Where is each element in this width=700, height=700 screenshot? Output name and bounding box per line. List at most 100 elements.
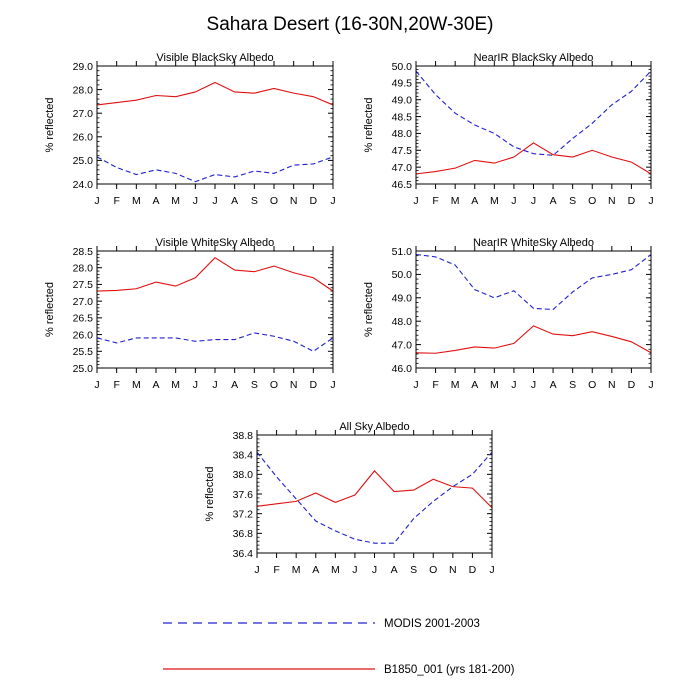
plot-frame bbox=[415, 65, 652, 185]
plot-frame bbox=[256, 434, 493, 554]
chart-panel-4: NearIR WhiteSky Albedo % reflected 46.0 47.… bbox=[363, 237, 654, 391]
x-tick-label: J bbox=[212, 195, 217, 207]
x-tick-label: D bbox=[628, 379, 636, 391]
x-tick-label: D bbox=[310, 379, 318, 391]
x-tick-label: D bbox=[469, 564, 477, 576]
y-tick-label: 28.0 bbox=[73, 84, 94, 96]
x-tick-label: J bbox=[511, 195, 516, 207]
series-model-line bbox=[415, 142, 652, 175]
x-tick-label: F bbox=[432, 195, 438, 207]
y-tick-label: 25.0 bbox=[73, 363, 94, 375]
panel-title: All Sky Albedo bbox=[339, 421, 409, 433]
series-modis-line bbox=[96, 156, 334, 183]
x-tick-label: J bbox=[212, 379, 217, 391]
series-modis-line bbox=[256, 451, 493, 544]
x-tick-label: M bbox=[490, 379, 499, 391]
y-tick-label: 28.5 bbox=[73, 246, 94, 258]
chart-panel-5: All Sky Albedo % reflected 36.4 36.8 37.2 37.… bbox=[204, 421, 495, 576]
x-tick-label: J bbox=[531, 379, 536, 391]
x-tick-label: M bbox=[292, 564, 301, 576]
series-model-line bbox=[256, 470, 493, 509]
y-tick-label: 37.2 bbox=[233, 508, 254, 520]
x-tick-label: N bbox=[290, 195, 298, 207]
x-tick-label: M bbox=[451, 195, 460, 207]
y-tick-label: 26.0 bbox=[73, 132, 94, 144]
y-tick-label: 27.0 bbox=[73, 108, 94, 120]
x-tick-label: A bbox=[231, 195, 238, 207]
x-tick-label: J bbox=[254, 564, 259, 576]
y-tick-label: 38.0 bbox=[233, 469, 254, 481]
panel-title: Visible BlackSky Albedo bbox=[156, 52, 273, 64]
y-axis-label: % reflected bbox=[363, 282, 375, 337]
y-tick-label: 25.0 bbox=[73, 155, 94, 167]
y-axis-label: % reflected bbox=[44, 97, 56, 152]
x-tick-label: A bbox=[550, 379, 557, 391]
series-modis-line bbox=[415, 253, 652, 311]
chart-panel-3: Visible WhiteSky Albedo % reflected 25.0 25… bbox=[44, 237, 336, 391]
x-tick-label: J bbox=[531, 195, 536, 207]
y-tick-label: 49.0 bbox=[392, 95, 413, 107]
x-tick-label: A bbox=[391, 564, 398, 576]
x-tick-label: A bbox=[471, 195, 478, 207]
y-axis-label: % reflected bbox=[44, 282, 56, 337]
figure-title: Sahara Desert (16-30N,20W-30E) bbox=[207, 14, 494, 35]
x-tick-label: J bbox=[413, 195, 418, 207]
y-tick-label: 28.0 bbox=[73, 263, 94, 275]
x-tick-label: D bbox=[310, 195, 318, 207]
x-tick-label: S bbox=[251, 379, 258, 391]
y-tick-label: 29.0 bbox=[73, 61, 94, 73]
legend-model-label: B1850_001 (yrs 181-200) bbox=[384, 664, 515, 676]
x-tick-label: M bbox=[132, 195, 141, 207]
series-modis-line bbox=[415, 70, 652, 156]
series-model-line bbox=[96, 81, 334, 106]
y-tick-label: 26.5 bbox=[73, 313, 94, 325]
x-tick-label: A bbox=[471, 379, 478, 391]
x-tick-label: J bbox=[330, 195, 335, 207]
panel-title: NearIR BlackSky Albedo bbox=[474, 52, 594, 64]
x-tick-label: S bbox=[251, 195, 258, 207]
x-tick-label: M bbox=[171, 195, 180, 207]
x-tick-label: M bbox=[490, 195, 499, 207]
x-tick-label: A bbox=[152, 379, 159, 391]
chart-panel-1: Visible BlackSky Albedo % reflected 24.0 25… bbox=[44, 52, 336, 207]
x-tick-label: D bbox=[628, 195, 636, 207]
x-tick-label: O bbox=[429, 564, 437, 576]
series-model-line bbox=[415, 325, 652, 354]
y-tick-label: 37.6 bbox=[233, 489, 254, 501]
x-tick-label: A bbox=[550, 195, 557, 207]
x-tick-label: M bbox=[132, 379, 141, 391]
panel-title: NearIR WhiteSky Albedo bbox=[473, 237, 594, 249]
x-tick-label: J bbox=[413, 379, 418, 391]
x-tick-label: N bbox=[608, 379, 616, 391]
x-tick-label: J bbox=[352, 564, 357, 576]
y-tick-label: 48.0 bbox=[392, 316, 413, 328]
x-tick-label: J bbox=[94, 195, 99, 207]
y-tick-label: 38.4 bbox=[233, 449, 254, 461]
x-tick-label: J bbox=[193, 195, 198, 207]
x-tick-label: A bbox=[152, 195, 159, 207]
chart-panel-2: NearIR BlackSky Albedo % reflected 46.5 47.… bbox=[363, 52, 654, 207]
y-axis-label: % reflected bbox=[363, 97, 375, 152]
y-tick-label: 49.0 bbox=[392, 293, 413, 305]
y-tick-label: 27.5 bbox=[73, 279, 94, 291]
y-tick-label: 27.0 bbox=[73, 296, 94, 308]
x-tick-label: J bbox=[193, 379, 198, 391]
x-tick-label: J bbox=[94, 379, 99, 391]
y-tick-label: 25.5 bbox=[73, 346, 94, 358]
x-tick-label: O bbox=[588, 379, 596, 391]
y-tick-label: 50.0 bbox=[392, 61, 413, 73]
x-tick-label: F bbox=[273, 564, 279, 576]
x-tick-label: O bbox=[270, 195, 278, 207]
plot-frame bbox=[415, 250, 652, 369]
x-tick-label: J bbox=[330, 379, 335, 391]
x-tick-label: J bbox=[489, 564, 494, 576]
y-tick-label: 50.0 bbox=[392, 269, 413, 281]
x-tick-label: J bbox=[511, 379, 516, 391]
x-tick-label: N bbox=[608, 195, 616, 207]
x-tick-label: A bbox=[312, 564, 319, 576]
x-tick-label: S bbox=[410, 564, 417, 576]
x-tick-label: N bbox=[449, 564, 457, 576]
legend: MODIS 2001-2003 B1850_001 (yrs 181-200) bbox=[163, 618, 515, 676]
panel-title: Visible WhiteSky Albedo bbox=[156, 237, 274, 249]
